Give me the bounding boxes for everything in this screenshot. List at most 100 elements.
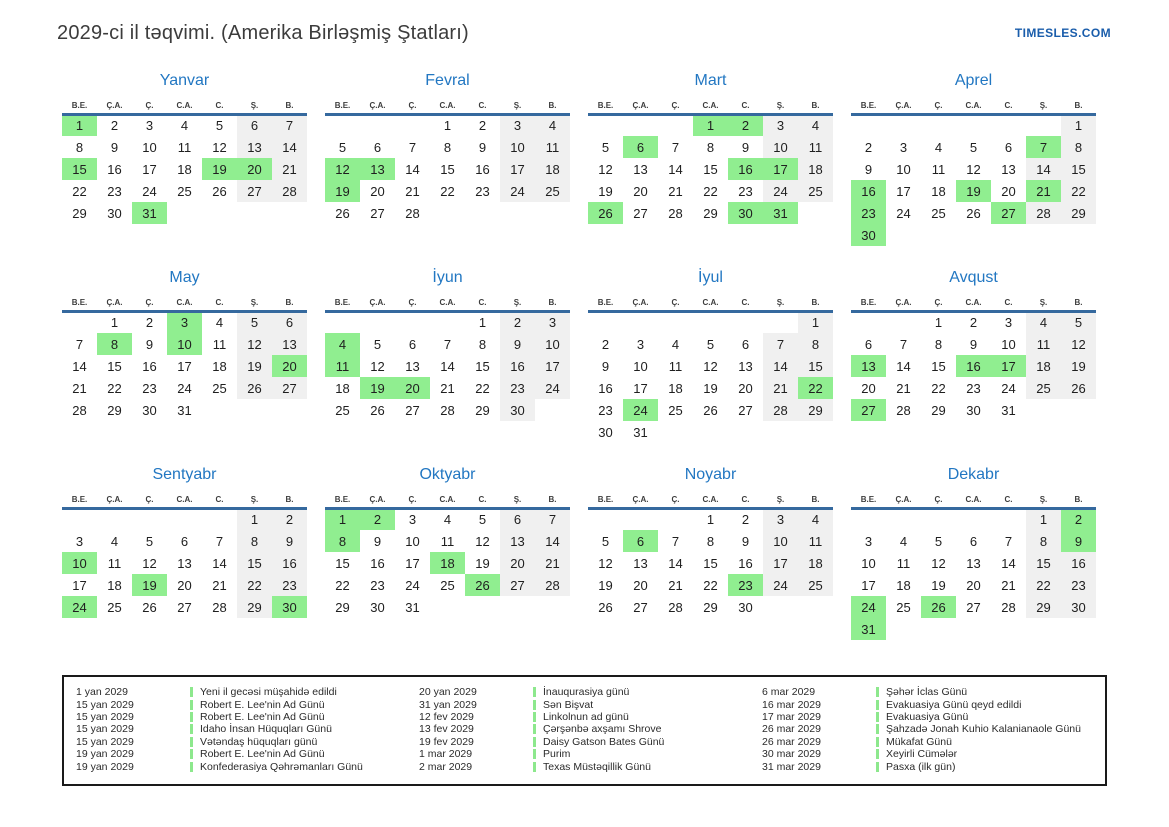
weekday-header: Ç.A. bbox=[360, 491, 395, 510]
day-cell: 24 bbox=[763, 574, 798, 596]
day-cell: 12 bbox=[237, 333, 272, 355]
holiday-name: Evakuasiya Günü bbox=[886, 710, 969, 723]
day-cell: 10 bbox=[142, 139, 157, 155]
week-row: 31 bbox=[851, 618, 1096, 640]
holiday-row: 1 mar 2029 Purim bbox=[415, 748, 758, 760]
holiday-date: 13 fev 2029 bbox=[419, 723, 474, 736]
weekday-header: Ç. bbox=[132, 491, 167, 510]
day-cell: 19 bbox=[202, 158, 237, 180]
day-cell: 30 bbox=[142, 402, 157, 418]
weekday-header: Ç.A. bbox=[623, 491, 658, 510]
empty-cell bbox=[851, 114, 886, 136]
weekday-header: B.E. bbox=[851, 491, 886, 510]
day-cell: 15 bbox=[475, 358, 490, 374]
day-cell: 25 bbox=[212, 380, 227, 396]
day-cell: 20 bbox=[237, 158, 272, 180]
month-3: Mart B.E. Ç.A. Ç. C.A. C. Ş. B. 1 2 3 4 5 6 7 8 9 10 11 12 1… bbox=[588, 72, 833, 269]
empty-cell bbox=[1061, 224, 1096, 246]
holiday-marker-icon bbox=[533, 699, 536, 710]
day-cell: 24 bbox=[500, 180, 535, 202]
weekday-header: Ş. bbox=[1026, 294, 1061, 313]
empty-cell bbox=[693, 421, 728, 443]
weekday-header: B. bbox=[1061, 97, 1096, 116]
holiday-date: 31 yan 2029 bbox=[419, 698, 477, 711]
day-cell: 2 bbox=[601, 336, 610, 352]
day-cell: 14 bbox=[1001, 555, 1016, 571]
week-row: 7 8 9 10 11 12 13 bbox=[62, 333, 307, 355]
day-cell: 16 bbox=[370, 555, 385, 571]
week-row: 16 17 18 19 20 21 22 bbox=[851, 180, 1096, 202]
day-cell: 29 bbox=[107, 402, 122, 418]
day-cell: 27 bbox=[851, 399, 886, 421]
day-cell: 12 bbox=[598, 161, 613, 177]
day-cell: 2 bbox=[1061, 508, 1096, 530]
week-row: 29 30 31 bbox=[325, 596, 570, 618]
day-cell: 18 bbox=[107, 577, 122, 593]
day-cell: 23 bbox=[475, 183, 490, 199]
day-cell: 2 bbox=[360, 508, 395, 530]
day-cell: 6 bbox=[272, 311, 307, 333]
empty-cell bbox=[360, 114, 395, 136]
empty-cell bbox=[430, 311, 465, 333]
day-cell: 20 bbox=[633, 577, 648, 593]
empty-cell bbox=[500, 202, 535, 224]
day-cell: 1 bbox=[110, 315, 119, 331]
holiday-date: 1 yan 2029 bbox=[76, 686, 128, 699]
weekday-header: Ç.A. bbox=[886, 294, 921, 313]
day-cell: 16 bbox=[598, 380, 613, 396]
day-cell: 22 bbox=[1061, 180, 1096, 202]
month-4: Aprel B.E. Ç.A. Ç. C.A. C. Ş. B. 1 2 3 4 5 6 7 8 9 10 11 12… bbox=[851, 72, 1096, 269]
day-cell: 16 bbox=[738, 555, 753, 571]
day-cell: 28 bbox=[896, 402, 911, 418]
day-cell: 27 bbox=[500, 574, 535, 596]
day-cell: 17 bbox=[177, 358, 192, 374]
weekday-header: Ç. bbox=[395, 97, 430, 116]
holiday-date: 17 mar 2029 bbox=[762, 710, 821, 723]
holiday-marker-icon bbox=[533, 749, 536, 760]
day-cell: 10 bbox=[500, 136, 535, 158]
day-cell: 7 bbox=[1004, 533, 1013, 549]
week-row: 5 6 7 8 9 10 11 bbox=[325, 136, 570, 158]
holiday-name: Robert E. Lee'nin Ad Günü bbox=[200, 748, 325, 761]
day-cell: 3 bbox=[167, 311, 202, 333]
week-row: 10 11 12 13 14 15 16 bbox=[851, 552, 1096, 574]
weekday-header: B. bbox=[272, 97, 307, 116]
day-cell: 14 bbox=[763, 355, 798, 377]
day-cell: 11 bbox=[668, 358, 683, 374]
day-cell: 16 bbox=[728, 158, 763, 180]
day-cell: 22 bbox=[440, 183, 455, 199]
empty-cell bbox=[991, 224, 1026, 246]
day-cell: 13 bbox=[966, 555, 981, 571]
day-cell: 30 bbox=[500, 399, 535, 421]
weekday-header: Ş. bbox=[500, 491, 535, 510]
day-cell: 16 bbox=[1061, 552, 1096, 574]
day-cell: 17 bbox=[763, 158, 798, 180]
week-row: 1 bbox=[588, 311, 833, 333]
day-cell: 31 bbox=[633, 424, 648, 440]
empty-cell bbox=[202, 508, 237, 530]
day-cell: 10 bbox=[763, 136, 798, 158]
month-name: Aprel bbox=[954, 72, 993, 89]
day-cell: 20 bbox=[861, 380, 876, 396]
site-link[interactable]: TIMESLES.COM bbox=[1014, 26, 1111, 40]
holiday-row: 15 yan 2029 Vətəndaş hüquqları günü bbox=[72, 736, 415, 748]
day-cell: 28 bbox=[405, 205, 420, 221]
day-cell: 17 bbox=[991, 355, 1026, 377]
day-cell: 18 bbox=[335, 380, 350, 396]
month-table: B.E. Ç.A. Ç. C.A. C. Ş. B. 1 2 3 4 5 6 7 8 9 10 11 12 13 14 1… bbox=[62, 97, 307, 224]
weekday-header-row: B.E. Ç.A. Ç. C.A. C. Ş. B. bbox=[325, 294, 570, 313]
weekday-header: Ç. bbox=[658, 491, 693, 510]
day-cell: 1 bbox=[443, 118, 452, 134]
empty-cell bbox=[325, 114, 360, 136]
page-title: 2029-ci il təqvimi. (Amerika Birləşmiş Ş… bbox=[57, 22, 469, 44]
week-row: 26 27 28 29 30 bbox=[588, 596, 833, 618]
day-cell: 5 bbox=[478, 512, 487, 528]
day-cell: 28 bbox=[668, 205, 683, 221]
day-cell: 16 bbox=[956, 355, 991, 377]
day-cell: 10 bbox=[763, 530, 798, 552]
weekday-header: Ş. bbox=[500, 97, 535, 116]
day-cell: 23 bbox=[738, 183, 753, 199]
day-cell: 15 bbox=[107, 358, 122, 374]
day-cell: 3 bbox=[1004, 315, 1013, 331]
